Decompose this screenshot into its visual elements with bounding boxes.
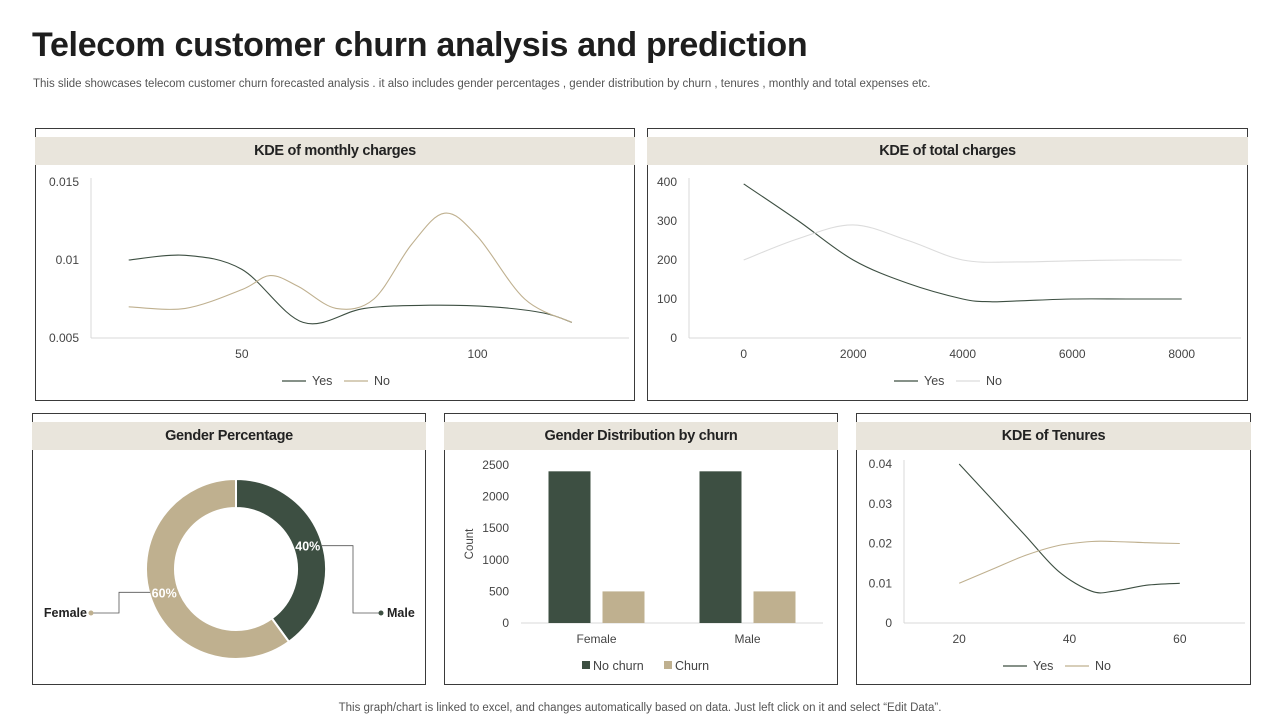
x-tick-label: 60	[1173, 632, 1187, 646]
series-line-no[interactable]	[743, 224, 1182, 263]
bar-churn-male[interactable]	[753, 591, 796, 623]
gender-distribution-chart[interactable]: 0 500 1000 1500 2000 2500 Count Female Male No ch…	[445, 414, 839, 686]
y-tick-label: 2000	[482, 490, 509, 504]
y-tick-label: 0.04	[869, 457, 893, 471]
tenures-title: KDE of Tenures	[856, 422, 1251, 450]
footer-note: This graph/chart is linked to excel, and…	[338, 702, 942, 714]
x-tick-label: 40	[1063, 632, 1077, 646]
gender-percentage-title: Gender Percentage	[32, 422, 426, 450]
y-tick-label: 1000	[482, 553, 509, 567]
legend-swatch	[664, 661, 672, 669]
y-tick-label: 0	[502, 616, 509, 630]
y-tick-label: 0	[885, 616, 892, 630]
leader-line	[321, 545, 381, 614]
slice-name-label: Male	[387, 606, 415, 620]
slice-value-label: 60%	[152, 586, 177, 600]
donut-slice-female[interactable]	[145, 477, 291, 660]
y-tick-label: 0.005	[49, 331, 79, 345]
gender-percentage-panel: Gender Percentage 40% Male 60% Female	[32, 413, 426, 685]
x-tick-label: 0	[740, 347, 747, 361]
y-axis-title: Count	[464, 528, 476, 559]
x-tick-label: 100	[468, 347, 488, 361]
y-tick-label: 0	[670, 331, 677, 345]
y-tick-label: 200	[657, 253, 677, 267]
y-tick-label: 400	[657, 175, 677, 189]
gender-percentage-chart[interactable]: 40% Male 60% Female	[33, 414, 427, 686]
bar-churn-female[interactable]	[602, 591, 645, 623]
y-tick-label: 0.01	[56, 253, 80, 267]
page-subtitle: This slide showcases telecom customer ch…	[33, 78, 931, 90]
x-tick-label: 50	[235, 347, 249, 361]
y-tick-label: 0.02	[869, 537, 893, 551]
y-tick-label: 2500	[482, 458, 509, 472]
monthly-charges-title: KDE of monthly charges	[35, 137, 635, 165]
monthly-charges-panel: KDE of monthly charges 0.005 0.01 0.015 50 1…	[35, 128, 635, 401]
y-tick-label: 300	[657, 214, 677, 228]
x-category-label: Male	[734, 632, 760, 646]
legend-label: No	[986, 374, 1002, 388]
y-tick-label: 0.015	[49, 175, 79, 189]
tenures-chart[interactable]: 0 0.01 0.02 0.03 0.04 20 40 60 Yes No	[857, 414, 1252, 686]
total-charges-panel: KDE of total charges 0 100 200 300 400 0 2000 4…	[647, 128, 1248, 401]
bar-no-churn-male[interactable]	[699, 471, 742, 623]
leader-dot	[88, 610, 94, 616]
series-line-no[interactable]	[958, 540, 1180, 584]
total-charges-title: KDE of total charges	[647, 137, 1248, 165]
x-category-label: Female	[576, 632, 616, 646]
leader-dot	[378, 610, 384, 616]
donut-slice-male[interactable]	[235, 477, 327, 644]
page-title: Telecom customer churn analysis and pred…	[32, 26, 808, 64]
legend-label: No churn	[593, 659, 644, 673]
x-tick-label: 4000	[949, 347, 976, 361]
monthly-charges-chart[interactable]: 0.005 0.01 0.015 50 100 Yes No	[36, 129, 636, 402]
y-tick-label: 1500	[482, 521, 509, 535]
x-tick-label: 8000	[1168, 347, 1195, 361]
y-tick-label: 0.01	[869, 576, 893, 590]
leader-line	[91, 591, 151, 614]
legend-label: No	[374, 374, 390, 388]
legend-label: No	[1095, 659, 1111, 673]
legend-label: Yes	[1033, 659, 1053, 673]
y-tick-label: 0.03	[869, 497, 893, 511]
series-line-yes[interactable]	[743, 183, 1182, 303]
bar-no-churn-female[interactable]	[548, 471, 591, 623]
series-line-yes[interactable]	[958, 463, 1180, 594]
y-tick-label: 500	[489, 584, 509, 598]
y-tick-label: 100	[657, 292, 677, 306]
gender-distribution-title: Gender Distribution by churn	[444, 422, 838, 450]
x-tick-label: 20	[952, 632, 966, 646]
x-tick-label: 6000	[1059, 347, 1086, 361]
gender-distribution-panel: Gender Distribution by churn 0 500 1000 150…	[444, 413, 838, 685]
slice-value-label: 40%	[295, 540, 320, 554]
tenures-panel: KDE of Tenures 0 0.01 0.02 0.03 0.04 20 40 60 Ye…	[856, 413, 1251, 685]
legend-label: Churn	[675, 659, 709, 673]
legend-label: Yes	[924, 374, 944, 388]
series-line-yes[interactable]	[128, 254, 573, 325]
series-line-no[interactable]	[128, 212, 573, 323]
legend-swatch	[582, 661, 590, 669]
slice-name-label: Female	[44, 606, 87, 620]
x-tick-label: 2000	[840, 347, 867, 361]
legend-label: Yes	[312, 374, 332, 388]
